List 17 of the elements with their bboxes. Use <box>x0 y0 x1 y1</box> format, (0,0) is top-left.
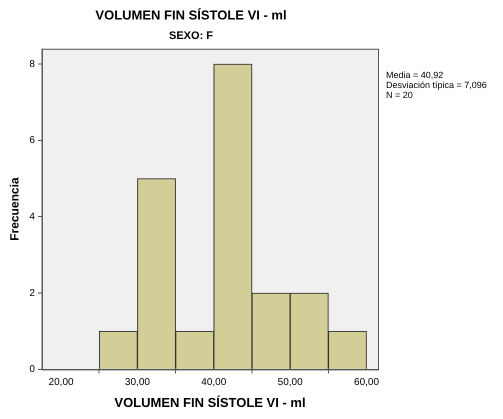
y-tick-label: 8 <box>29 58 36 70</box>
y-tick-label: 2 <box>29 288 36 299</box>
x-tick-label: 20,00 <box>48 377 74 388</box>
chart-subtitle: SEXO: F <box>168 30 214 42</box>
text: Media = 40,92 <box>386 70 444 80</box>
x-axis-title: VOLUMEN FIN SÍSTOLE VI - ml <box>114 394 306 410</box>
y-axis-title: Frecuencia <box>8 177 22 241</box>
y-tick-label: 6 <box>29 135 36 146</box>
x-tick-label: 40,00 <box>201 377 227 388</box>
chart-title: VOLUMEN FIN SÍSTOLE VI - ml <box>95 7 287 22</box>
text: Desviación típica = 7,096 <box>386 80 487 90</box>
x-tick-label: 30,00 <box>124 377 150 388</box>
text: N = 20 <box>386 90 413 100</box>
x-tick-label: 60,00 <box>354 377 380 388</box>
y-tick-label: 0 <box>29 364 36 376</box>
x-tick-label: 50,00 <box>278 377 304 388</box>
y-tick-label: 4 <box>29 211 36 222</box>
